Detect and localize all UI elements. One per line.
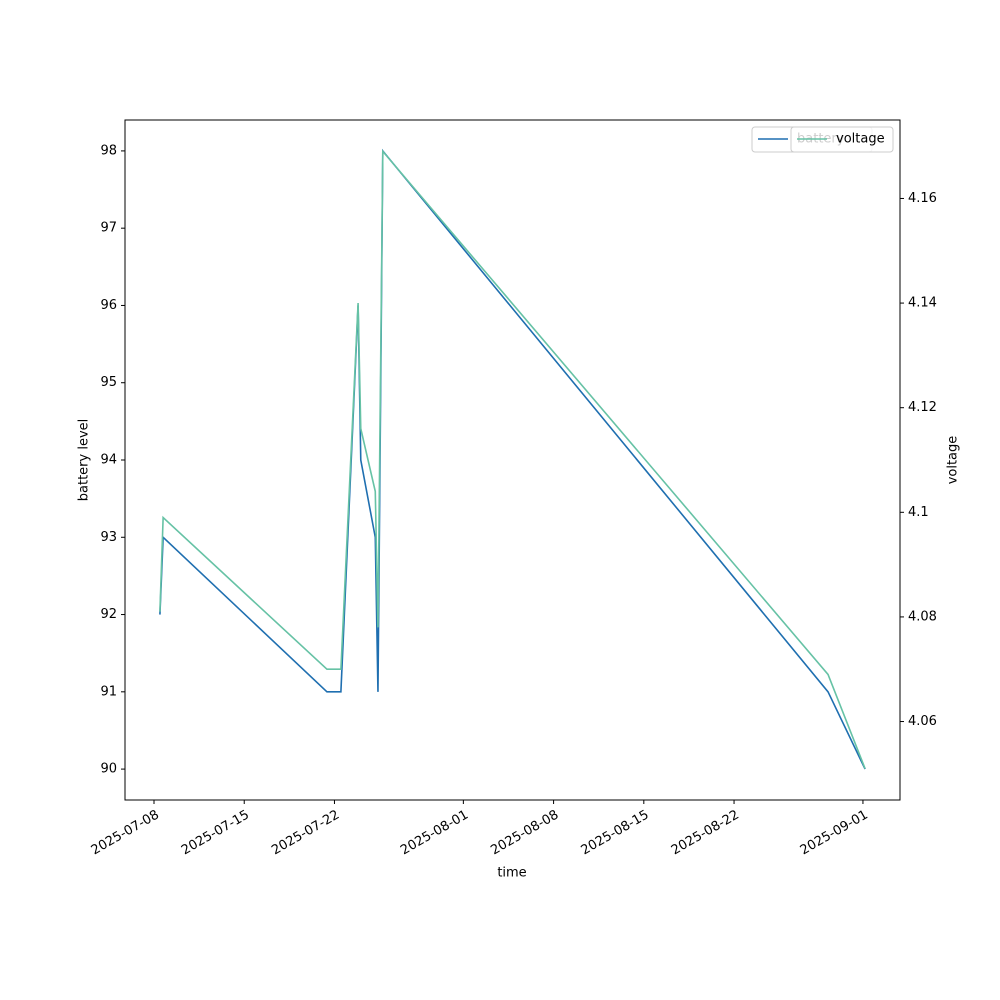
x-tick-label: 2025-07-08 [89, 808, 162, 859]
legend-box [790, 126, 894, 153]
y2-tick-label: 4.1 [908, 505, 929, 520]
legend-label: voltage [836, 132, 885, 147]
x-tick-label: 2025-08-01 [398, 808, 471, 859]
y2-tick-label: 4.12 [908, 400, 937, 415]
line-series [159, 149, 866, 769]
plot-frame [124, 119, 901, 801]
y-tick-label: 98 [100, 143, 117, 158]
y2-tick-label: 4.14 [908, 296, 937, 311]
y-tick-label: 96 [100, 298, 117, 313]
x-tick-label: 2025-08-22 [669, 808, 742, 859]
x-axis-label: time [497, 866, 526, 881]
y-tick-label: 94 [100, 453, 117, 468]
line-series [159, 148, 866, 770]
y-tick-label: 95 [100, 375, 117, 390]
x-tick-label: 2025-08-15 [579, 808, 652, 859]
y2-axis-label: voltage [946, 436, 961, 485]
x-tick-label: 2025-09-01 [798, 808, 871, 859]
y-tick-label: 91 [100, 684, 117, 699]
x-tick-label: 2025-08-08 [488, 808, 561, 859]
y-tick-label: 93 [100, 530, 117, 545]
y-tick-label: 92 [100, 607, 117, 622]
x-tick-label: 2025-07-15 [179, 808, 252, 859]
y-tick-label: 97 [100, 221, 117, 236]
x-tick-label: 2025-07-22 [269, 808, 342, 859]
y2-tick-label: 4.16 [908, 191, 937, 206]
y2-tick-label: 4.06 [908, 714, 937, 729]
y2-tick-label: 4.08 [908, 609, 937, 624]
y-axis-label: battery level [77, 419, 92, 502]
y-tick-label: 90 [100, 762, 117, 777]
